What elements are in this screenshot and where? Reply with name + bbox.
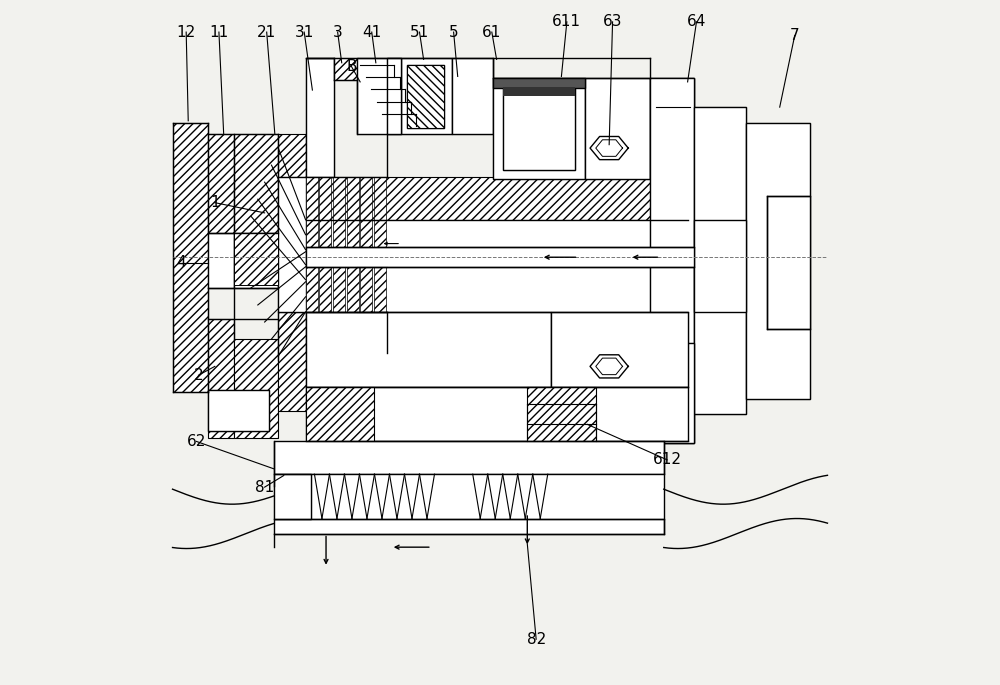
Bar [208,319,234,438]
Bar [387,58,401,134]
Bar [360,177,372,312]
Bar [493,78,585,179]
Text: 51: 51 [410,25,429,40]
Bar [452,58,493,134]
Bar [357,58,401,134]
Bar [493,78,585,88]
Bar [333,177,345,312]
Bar [306,312,326,353]
Text: 5: 5 [449,25,458,40]
Bar [306,312,551,387]
Bar [274,441,664,474]
Bar [694,107,746,414]
Bar [306,220,688,312]
Bar [387,58,401,134]
Text: 62: 62 [187,434,206,449]
Bar [306,177,688,220]
Bar [401,58,452,134]
Text: 7: 7 [790,28,800,43]
Text: 2: 2 [194,368,203,383]
Bar [585,78,650,179]
Bar [650,78,694,179]
Bar [656,87,690,117]
Text: 31: 31 [295,25,314,40]
Text: 21: 21 [257,25,276,40]
Bar [278,177,306,312]
Bar [274,474,311,519]
Bar [767,196,810,329]
Bar [694,107,746,414]
Bar [650,78,694,179]
Bar [407,65,444,127]
Text: 64: 64 [687,14,706,29]
Text: 612: 612 [653,452,682,467]
Bar [357,58,401,134]
Bar [407,65,444,127]
Text: 81: 81 [255,479,274,495]
Bar [278,312,306,411]
Bar [347,177,359,312]
Bar [306,387,374,441]
Bar [746,123,810,399]
Bar [374,177,386,312]
Bar [452,58,493,134]
Bar [503,87,575,170]
Bar [208,234,234,288]
Text: 611: 611 [552,14,581,29]
Text: 11: 11 [209,25,229,40]
Text: 3: 3 [333,25,343,40]
Bar [306,58,334,177]
Text: 61: 61 [482,25,502,40]
Text: 82: 82 [527,632,546,647]
Text: B: B [346,59,357,74]
Bar [208,134,234,254]
Bar [401,58,452,134]
Bar [234,234,278,284]
Bar [274,441,664,474]
Bar [650,342,694,443]
Bar [234,339,278,438]
Text: 1: 1 [210,195,220,210]
Text: 4: 4 [176,256,186,270]
Bar [306,134,326,177]
Bar [208,390,269,431]
Bar [503,87,575,170]
Bar [493,78,585,179]
Bar [650,78,694,443]
Text: 41: 41 [362,25,381,40]
Bar [306,247,694,267]
Text: 63: 63 [603,14,622,29]
Bar [278,177,306,312]
Bar [319,177,331,312]
Bar [306,312,551,387]
Bar [650,342,694,443]
Bar [585,78,650,179]
Bar [334,58,358,80]
Bar [306,58,334,177]
Bar [306,177,318,312]
Bar [278,134,306,234]
Bar [694,220,746,312]
Bar [551,312,688,387]
Bar [527,387,596,441]
Bar [274,474,311,519]
Bar [306,387,688,441]
Bar [274,519,664,534]
Text: 12: 12 [177,25,196,40]
Bar [650,78,694,443]
Bar [208,390,269,431]
Bar [746,123,810,399]
Bar [274,474,664,534]
Bar [234,234,278,288]
Bar [503,87,575,96]
Bar [173,123,208,393]
Bar [306,312,688,354]
Bar [234,134,278,234]
Bar [551,312,688,387]
